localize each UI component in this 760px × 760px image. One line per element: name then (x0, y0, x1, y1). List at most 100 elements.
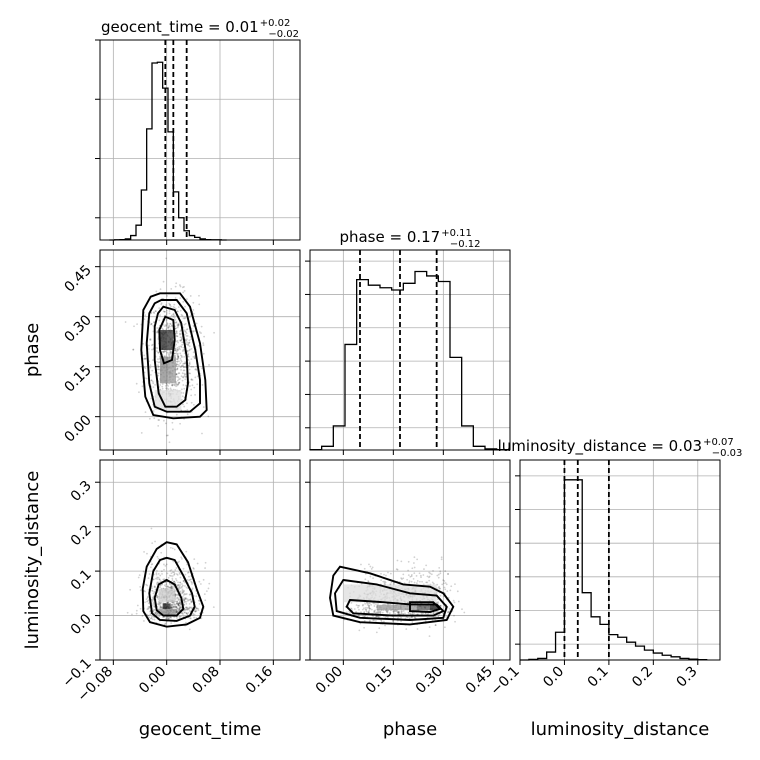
sample-point (172, 580, 175, 583)
sample-point (368, 607, 371, 610)
sample-point (179, 576, 182, 579)
sample-point (178, 571, 181, 574)
sample-point (196, 375, 199, 378)
sample-point (408, 581, 411, 584)
sample-point (439, 594, 442, 597)
sample-point (178, 615, 181, 618)
sample-point (179, 348, 181, 351)
sample-point (175, 605, 178, 608)
sample-point (181, 343, 184, 346)
sample-point (185, 612, 188, 615)
sample-point (380, 620, 383, 623)
sample-point (169, 350, 172, 353)
sample-point (146, 608, 149, 611)
sample-point (373, 611, 376, 614)
sample-point (151, 343, 154, 346)
sample-point (398, 612, 400, 614)
contour-line (153, 305, 189, 408)
sample-point (167, 388, 170, 391)
sample-point (181, 314, 184, 317)
sample-point (192, 331, 194, 333)
sample-point (177, 584, 180, 587)
sample-point (188, 345, 191, 348)
sample-point (385, 609, 388, 612)
sample-point (152, 578, 155, 580)
sample-point (165, 318, 168, 321)
sample-point (181, 585, 183, 588)
sample-point (195, 607, 197, 610)
scatter-contents (100, 460, 300, 660)
sample-point (147, 602, 150, 605)
sample-point (175, 330, 178, 332)
sample-point (186, 402, 188, 405)
sample-point (406, 578, 409, 581)
sample-point (176, 367, 179, 370)
sample-point (150, 617, 153, 620)
sample-point (154, 612, 156, 615)
sample-point (184, 316, 187, 319)
sample-point (143, 358, 145, 360)
sample-point (362, 603, 364, 606)
sample-point (177, 603, 180, 605)
sample-point (397, 612, 400, 615)
sample-point (183, 317, 186, 320)
sample-point (161, 350, 164, 353)
sample-point (361, 608, 364, 611)
sample-point (184, 585, 186, 587)
sample-point (150, 563, 153, 566)
x-tick-label: 0.16 (243, 663, 276, 696)
sample-point (183, 593, 186, 595)
sample-point (186, 338, 188, 340)
histogram-step (520, 479, 708, 661)
sample-point (196, 562, 199, 565)
sample-point (159, 388, 162, 391)
sample-point (416, 580, 419, 582)
sample-point (174, 319, 177, 321)
sample-point (173, 580, 176, 583)
sample-point (163, 350, 166, 353)
sample-point (171, 575, 174, 577)
sample-point (397, 611, 400, 614)
sample-point (375, 603, 377, 605)
sample-point (165, 324, 168, 327)
sample-point (177, 372, 180, 375)
sample-point (179, 366, 182, 369)
sample-point (153, 590, 156, 593)
sample-point (183, 405, 186, 408)
sample-point (192, 567, 195, 569)
sample-point (177, 355, 180, 358)
sample-point (428, 579, 431, 582)
sample-point (377, 611, 380, 613)
sample-point (189, 578, 192, 581)
sample-point (173, 603, 176, 606)
sample-point (155, 290, 158, 293)
sample-point (363, 626, 365, 629)
sample-point (411, 567, 414, 570)
sample-point (187, 364, 190, 367)
sample-point (153, 417, 156, 420)
sample-point (198, 331, 201, 333)
sample-point (190, 401, 193, 404)
sample-point (189, 617, 191, 620)
sample-point (180, 313, 183, 316)
x-tick-label: 0.2 (629, 664, 656, 691)
sample-point (174, 327, 177, 330)
sample-point (157, 374, 160, 377)
sample-point (153, 312, 156, 314)
density-cell (166, 330, 174, 350)
sample-point (175, 567, 178, 569)
sample-point (407, 569, 410, 572)
sample-point (189, 606, 192, 609)
sample-point (168, 324, 171, 327)
sample-point (176, 358, 178, 361)
sample-point (161, 583, 164, 586)
sample-point (145, 583, 148, 586)
sample-point (446, 590, 449, 592)
sample-point (178, 345, 181, 348)
sample-point (400, 612, 403, 615)
sample-point (188, 364, 190, 367)
contour-line (153, 578, 185, 617)
sample-point (187, 612, 190, 614)
sample-point (178, 607, 181, 610)
